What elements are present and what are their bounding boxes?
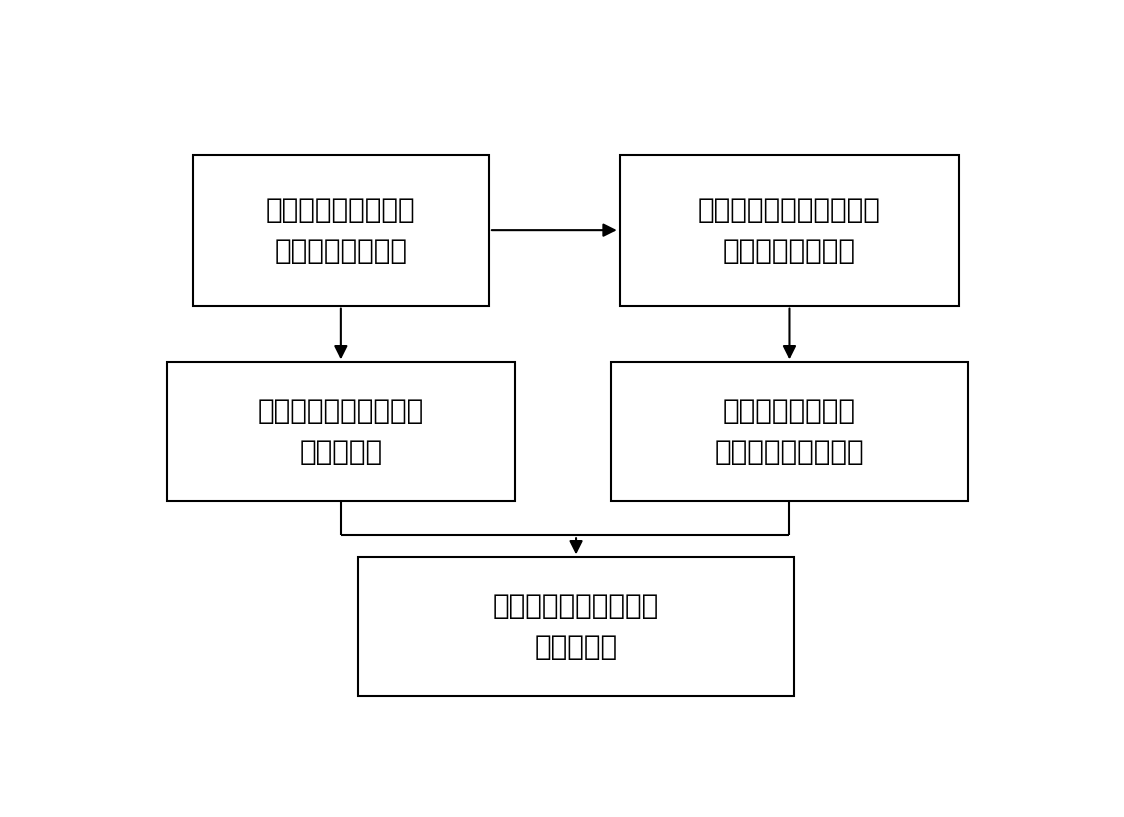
Bar	[611, 362, 968, 501]
Bar	[166, 362, 515, 501]
Bar	[359, 557, 794, 696]
Bar	[193, 154, 489, 306]
Text: 在轨自由边界航天器
的有限元模型建模: 在轨自由边界航天器 的有限元模型建模	[266, 195, 416, 265]
Text: 两种模型动力学分析结
果对比分析: 两种模型动力学分析结 果对比分析	[493, 592, 659, 661]
Text: 模拟在轨自由边界
航天器的动力学分析: 模拟在轨自由边界 航天器的动力学分析	[715, 397, 864, 466]
Text: 模拟在轨自由边界航天器
的有限元模型建模: 模拟在轨自由边界航天器 的有限元模型建模	[698, 195, 881, 265]
Bar	[619, 154, 960, 306]
Text: 在轨自由边界航天器的
动力学分析: 在轨自由边界航天器的 动力学分析	[257, 397, 424, 466]
